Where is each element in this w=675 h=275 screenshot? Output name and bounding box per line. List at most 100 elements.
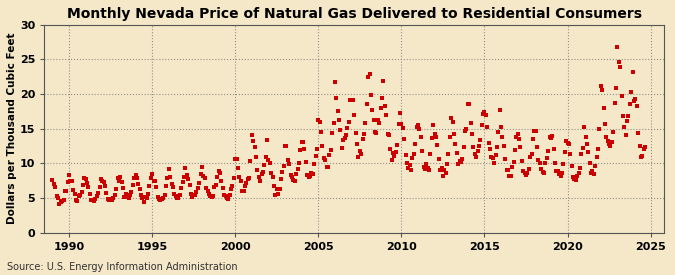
Point	[246, 133, 257, 138]
Point	[377, 96, 387, 100]
Point	[194, 180, 205, 185]
Point	[145, 175, 156, 180]
Point	[568, 174, 578, 179]
Point	[184, 183, 195, 187]
Point	[443, 152, 454, 157]
Point	[50, 185, 61, 189]
Point	[109, 192, 120, 197]
Point	[254, 179, 265, 183]
Point	[335, 128, 346, 133]
Point	[72, 199, 83, 203]
Point	[290, 179, 300, 184]
Point	[295, 148, 306, 152]
Point	[223, 197, 234, 202]
Point	[336, 146, 347, 150]
Point	[407, 156, 418, 161]
Point	[518, 168, 529, 173]
Point	[182, 173, 192, 177]
Point	[589, 171, 599, 176]
Point	[112, 175, 123, 180]
Point	[586, 170, 597, 175]
Point	[74, 194, 84, 199]
Point	[465, 121, 476, 125]
Point	[329, 80, 340, 84]
Point	[249, 145, 260, 150]
Point	[519, 171, 530, 176]
Point	[457, 156, 468, 161]
Point	[333, 118, 344, 122]
Point	[541, 156, 552, 160]
Point	[416, 148, 427, 153]
Point	[512, 132, 523, 137]
Point	[227, 184, 238, 189]
Point	[141, 196, 152, 200]
Point	[504, 173, 515, 178]
Point	[325, 148, 336, 152]
Point	[167, 185, 178, 189]
Point	[70, 192, 80, 197]
Point	[606, 139, 617, 144]
Point	[640, 145, 651, 150]
Point	[523, 167, 534, 172]
Point	[59, 189, 70, 193]
Point	[472, 149, 483, 153]
Point	[582, 142, 593, 146]
Point	[179, 174, 190, 179]
Point	[310, 154, 321, 158]
Point	[398, 126, 408, 130]
Point	[242, 177, 253, 181]
Point	[307, 172, 318, 177]
Point	[411, 125, 422, 129]
Point	[498, 144, 509, 148]
Point	[342, 126, 353, 131]
Point	[136, 193, 146, 197]
Point	[532, 144, 543, 149]
Point	[122, 195, 132, 199]
Point	[269, 183, 279, 188]
Point	[225, 187, 236, 192]
Point	[551, 169, 562, 174]
Point	[585, 161, 595, 165]
Point	[215, 171, 225, 175]
Point	[80, 177, 91, 182]
Point	[503, 168, 514, 172]
Point	[277, 170, 288, 174]
Point	[419, 167, 430, 172]
Point	[552, 169, 563, 173]
Point	[230, 157, 240, 162]
Point	[237, 188, 248, 193]
Point	[431, 135, 441, 140]
Point	[390, 150, 401, 154]
Point	[433, 157, 444, 161]
Point	[614, 60, 624, 65]
Point	[396, 122, 407, 126]
Point	[540, 161, 551, 165]
Point	[515, 144, 526, 149]
Point	[628, 99, 639, 104]
Point	[481, 113, 491, 117]
Point	[171, 196, 182, 200]
Point	[216, 179, 227, 183]
Point	[545, 136, 556, 140]
Point	[402, 161, 412, 165]
Point	[137, 196, 148, 200]
Point	[323, 165, 333, 169]
Point	[49, 182, 59, 186]
Point	[327, 131, 338, 135]
Point	[186, 192, 196, 196]
Point	[162, 176, 173, 180]
Point	[183, 177, 194, 181]
Point	[446, 116, 456, 120]
Point	[68, 188, 78, 192]
Point	[154, 197, 165, 201]
Point	[248, 138, 259, 143]
Point	[440, 171, 451, 175]
Point	[425, 152, 436, 156]
Point	[436, 166, 447, 170]
Point	[450, 142, 461, 146]
Point	[346, 98, 357, 103]
Point	[324, 152, 335, 157]
Point	[274, 186, 285, 191]
Point	[61, 189, 72, 193]
Point	[75, 193, 86, 197]
